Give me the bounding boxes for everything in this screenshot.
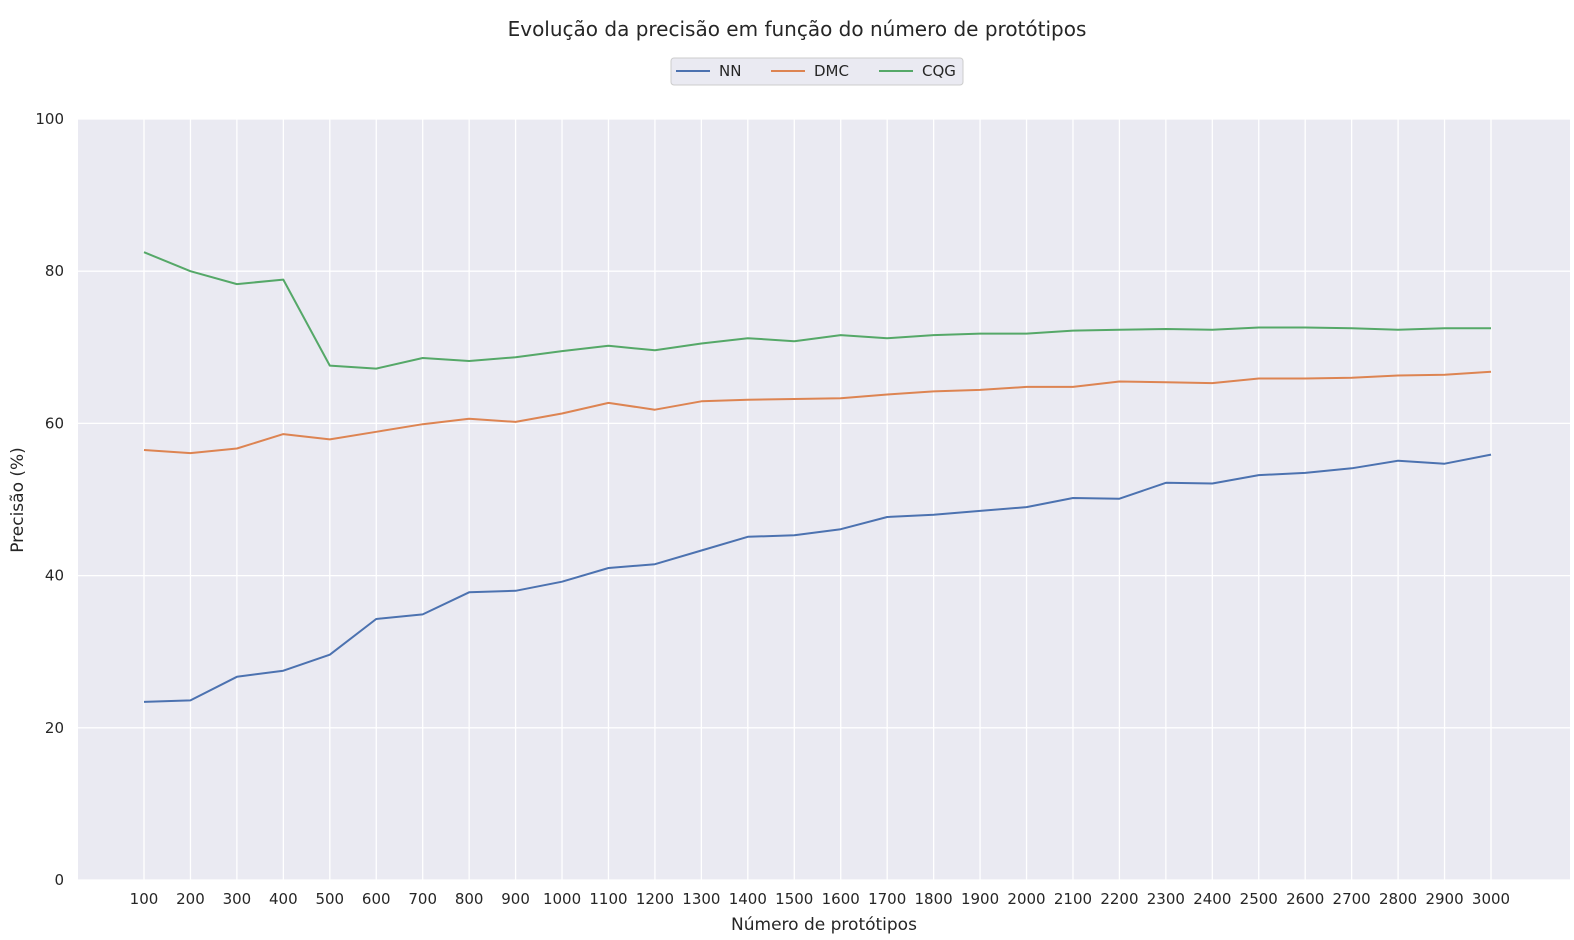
y-tick-label: 80: [45, 262, 64, 280]
x-tick-label: 1800: [915, 890, 953, 908]
series-line-nn: [143, 453, 1492, 703]
plot-area: [78, 119, 1570, 880]
x-tick-label: 2000: [1007, 890, 1045, 908]
x-tick-label: 1300: [682, 890, 720, 908]
y-tick-label: 0: [54, 871, 64, 889]
legend: NN DMC CQG: [670, 57, 964, 86]
x-tick-label: 600: [362, 890, 391, 908]
x-tick-label: 2900: [1425, 890, 1463, 908]
x-tick-label: 1000: [543, 890, 581, 908]
x-tick-label: 2600: [1286, 890, 1324, 908]
x-tick-label: 2700: [1333, 890, 1371, 908]
x-tick-label: 500: [315, 890, 344, 908]
x-tick-label: 1100: [589, 890, 627, 908]
x-tick-label: 900: [501, 890, 530, 908]
y-tick-label: 20: [45, 719, 64, 737]
x-tick-label: 800: [455, 890, 484, 908]
x-tick-label: 2300: [1147, 890, 1185, 908]
x-tick-label: 300: [223, 890, 252, 908]
grid: [78, 118, 1570, 881]
x-tick-label: 3000: [1472, 890, 1510, 908]
y-tick-label: 40: [45, 567, 64, 585]
x-tick-label: 1600: [822, 890, 860, 908]
x-tick-label: 1500: [775, 890, 813, 908]
x-tick-label: 1200: [636, 890, 674, 908]
x-axis-ticks: 100 200 300 400 500 600 700 800 900 1000 1100 1200 1…: [130, 890, 1510, 908]
legend-label-nn: NN: [719, 62, 741, 80]
legend-box: [670, 57, 964, 86]
y-axis-ticks: 0 20 40 60 80 100: [35, 110, 64, 889]
x-tick-label: 2500: [1240, 890, 1278, 908]
x-tick-label: 2200: [1100, 890, 1138, 908]
y-tick-label: 100: [35, 110, 64, 128]
x-tick-label: 700: [408, 890, 437, 908]
x-tick-label: 400: [269, 890, 298, 908]
series-line-cqg: [143, 251, 1491, 370]
x-tick-label: 1400: [729, 890, 767, 908]
legend-label-cqg: CQG: [922, 62, 956, 80]
x-tick-label: 100: [130, 890, 159, 908]
x-tick-label: 2100: [1054, 890, 1092, 908]
chart-title: Evolução da precisão em função do número…: [508, 17, 1087, 41]
y-axis-label: Precisão (%): [8, 447, 28, 553]
y-tick-label: 60: [45, 414, 64, 432]
x-tick-label: 2400: [1193, 890, 1231, 908]
legend-label-dmc: DMC: [814, 62, 849, 80]
x-tick-label: 2800: [1379, 890, 1417, 908]
series-line-dmc: [143, 370, 1492, 455]
x-tick-label: 1700: [868, 890, 906, 908]
series-lines: [143, 251, 1492, 703]
x-axis-label: Número de protótipos: [731, 915, 917, 935]
x-tick-label: 1900: [961, 890, 999, 908]
x-tick-label: 200: [176, 890, 205, 908]
